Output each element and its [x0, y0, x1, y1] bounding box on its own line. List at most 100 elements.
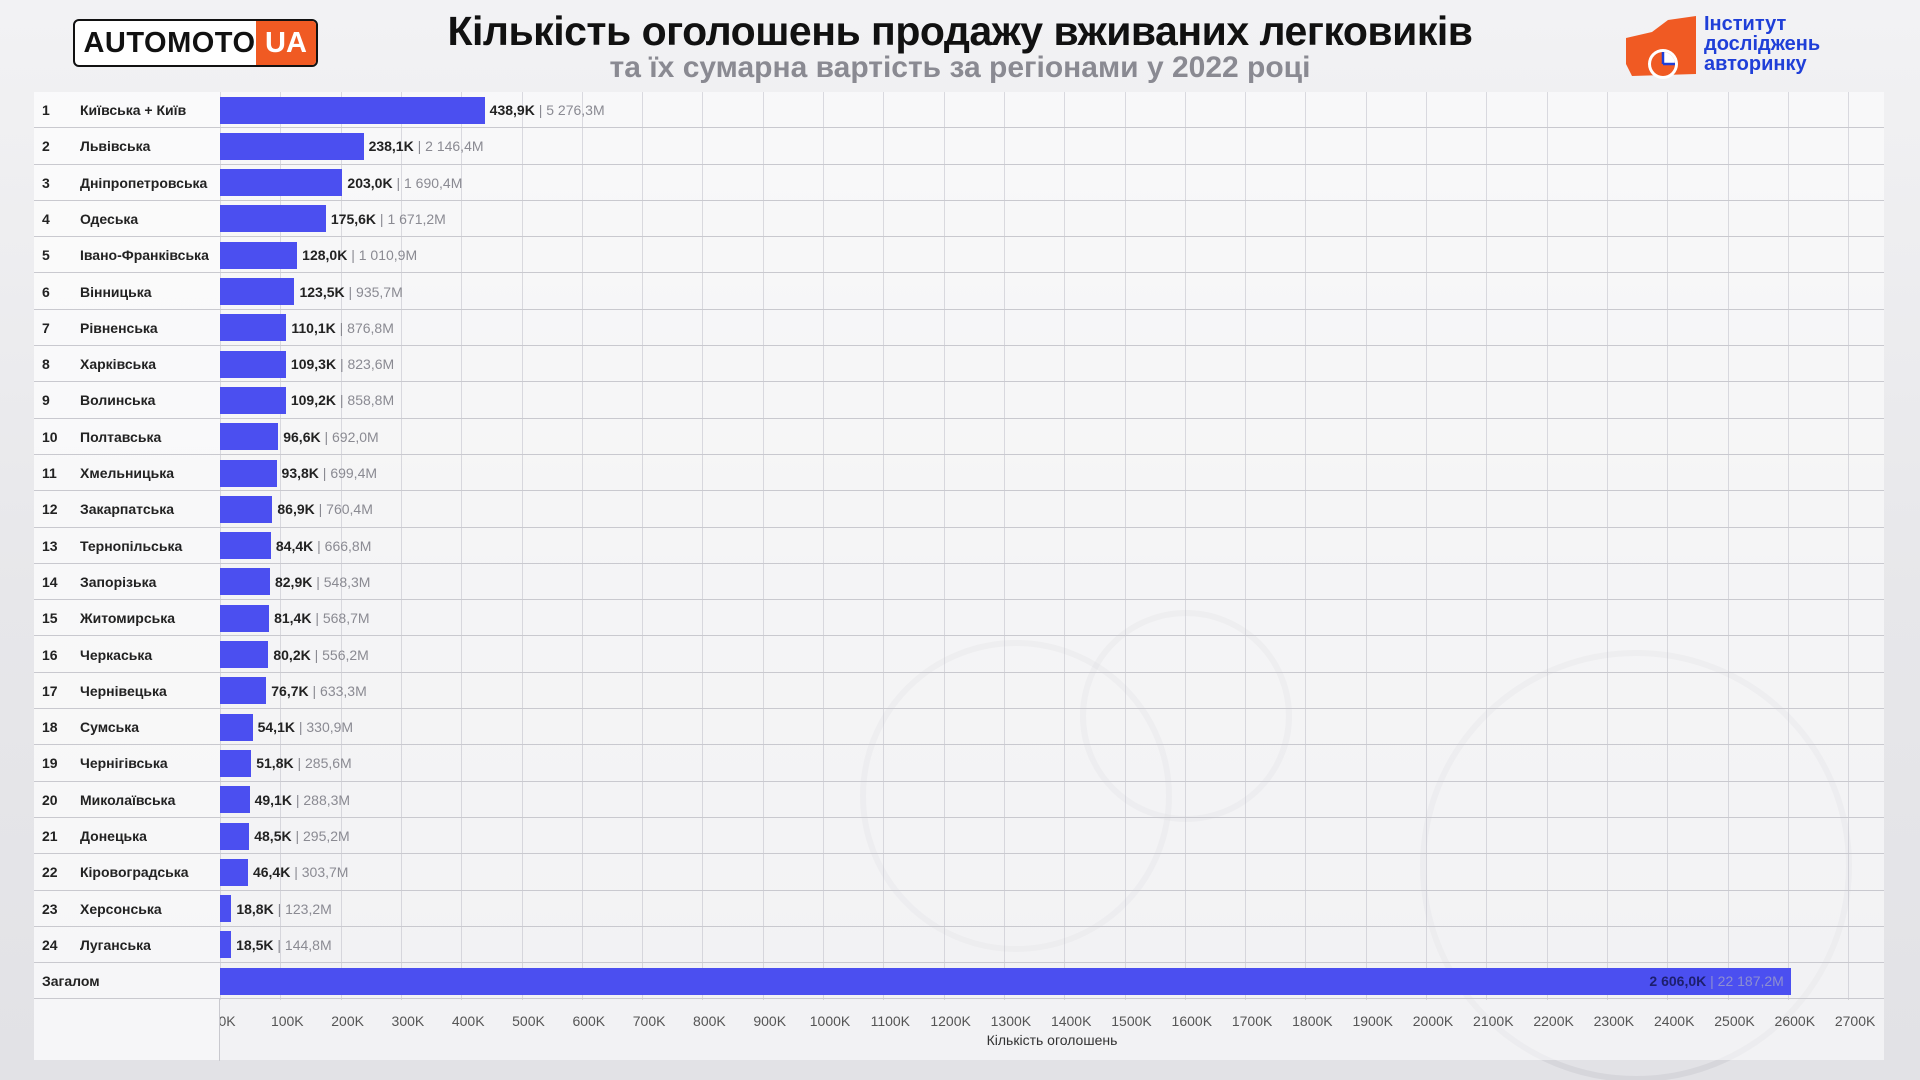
x-tick-label: 700K: [632, 1012, 666, 1029]
bar-value-label: 175,6K | 1 671,2M: [331, 211, 446, 227]
x-gridline: [702, 92, 704, 1000]
rank-number: 15: [42, 610, 58, 627]
bar: [220, 713, 253, 741]
region-label: Івано-Франківська: [80, 247, 209, 264]
sum-value: 144,8M: [284, 936, 332, 953]
bar-value-label: 128,0K | 1 010,9M: [302, 247, 417, 263]
table-row: [34, 201, 1884, 238]
table-row: [34, 745, 1884, 782]
total-value-label: 2 606,0K | 22 187,2M: [1649, 973, 1783, 989]
bar: [220, 895, 232, 923]
sum-value: 666,8M: [324, 537, 372, 554]
bar: [220, 314, 287, 342]
separator: |: [293, 755, 306, 772]
x-tick-label: 2400K: [1653, 1012, 1695, 1029]
table-row: [34, 818, 1884, 855]
total-label: Загалом: [42, 973, 100, 990]
x-tick-label: 0K: [218, 1012, 236, 1029]
bar-value-label: 48,5K | 295,2M: [254, 828, 349, 844]
bar-value-label: 18,5K | 144,8M: [236, 937, 331, 953]
label-column: [34, 92, 220, 1060]
bar: [220, 677, 267, 705]
bar-value-label: 123,5K | 935,7M: [299, 284, 402, 300]
institute-name: Інститут досліджень авторинку: [1704, 14, 1820, 74]
rank-number: 14: [42, 573, 58, 590]
sum-value: 330,9M: [306, 719, 354, 736]
bar: [220, 96, 485, 124]
x-gridline: [823, 92, 824, 1000]
x-tick-label: 1500K: [1111, 1012, 1152, 1029]
chart-title: Кількість оголошень продажу вживаних лег…: [447, 8, 1473, 54]
bar-value-label: 93,8K | 699,4M: [282, 465, 377, 481]
x-gridline: [1003, 92, 1005, 1000]
separator: |: [335, 319, 348, 336]
x-tick-label: 500K: [512, 1012, 545, 1029]
bar-value-label: 203,0K | 1 690,4M: [347, 175, 462, 191]
count-value: 51,8K: [256, 755, 294, 772]
table-row: [34, 92, 1884, 129]
bar: [220, 132, 364, 160]
table-row: [34, 927, 1884, 964]
rank-number: 8: [42, 356, 50, 373]
table-row: [34, 528, 1884, 564]
rank-number: 20: [42, 791, 58, 808]
institute-line-3: авторинку: [1704, 53, 1807, 75]
x-tick-label: 900K: [753, 1012, 787, 1029]
count-value: 93,8K: [281, 465, 319, 481]
sum-value: 1 671,2M: [387, 210, 446, 227]
bar-value-label: 76,7K | 633,3M: [271, 683, 366, 699]
x-tick-label: 200K: [331, 1012, 364, 1029]
region-label: Тернопільська: [80, 537, 183, 554]
bar-value-label: 110,1K | 876,8M: [291, 320, 394, 336]
count-value: 82,9K: [274, 573, 313, 590]
separator: |: [294, 719, 307, 736]
x-gridline: [1727, 92, 1729, 1000]
bar: [220, 459, 277, 487]
bar: [220, 495, 273, 523]
separator: |: [336, 392, 348, 409]
sum-value: 2 146,4M: [425, 138, 484, 155]
x-gridline: [1124, 92, 1126, 1000]
region-label: Чернівецька: [80, 682, 167, 699]
rank-number: 3: [42, 174, 50, 191]
sum-value: 858,8M: [347, 392, 395, 409]
x-tick-label: 2200K: [1533, 1012, 1574, 1029]
bar: [220, 568, 270, 596]
count-value: 54,1K: [257, 719, 295, 736]
sum-value: 548,3M: [323, 573, 371, 590]
x-gridline: [1606, 92, 1608, 1000]
region-label: Дніпропетровська: [80, 174, 208, 191]
count-value: 18,5K: [236, 936, 274, 953]
x-tick-label: 1100K: [870, 1012, 911, 1029]
x-gridline: [461, 92, 463, 1000]
x-tick-label: 1400K: [1050, 1012, 1092, 1029]
rank-number: 22: [42, 864, 58, 881]
rank-number: 9: [42, 392, 50, 409]
x-tick-label: 1700K: [1231, 1012, 1273, 1029]
bar-value-label: 54,1K | 330,9M: [258, 719, 353, 735]
institute-line-2: досліджень: [1704, 33, 1821, 55]
bar: [220, 169, 343, 197]
region-label: Вінницька: [80, 283, 152, 300]
x-tick-label: 2000K: [1412, 1012, 1454, 1029]
table-row: [34, 310, 1884, 347]
bar: [220, 749, 252, 777]
region-label: Чернігівська: [80, 755, 168, 772]
sum-value: 556,2M: [322, 646, 369, 663]
separator: |: [318, 465, 331, 481]
separator: |: [376, 210, 388, 227]
sum-value: 123,2M: [285, 900, 332, 917]
region-label: Львівська: [80, 138, 151, 155]
count-value: 175,6K: [330, 210, 377, 227]
x-gridline: [1184, 92, 1186, 1000]
rank-number: 24: [42, 936, 58, 953]
separator: |: [413, 138, 426, 155]
x-gridline: [762, 92, 764, 1000]
sum-value: 692,0M: [332, 428, 379, 445]
separator: |: [1706, 973, 1718, 990]
count-value: 203,0K: [347, 174, 393, 191]
x-tick-label: 1200K: [930, 1012, 971, 1029]
x-gridline: [1848, 92, 1850, 1000]
sum-value: 1 010,9M: [358, 247, 418, 264]
region-label: Херсонська: [80, 900, 162, 917]
